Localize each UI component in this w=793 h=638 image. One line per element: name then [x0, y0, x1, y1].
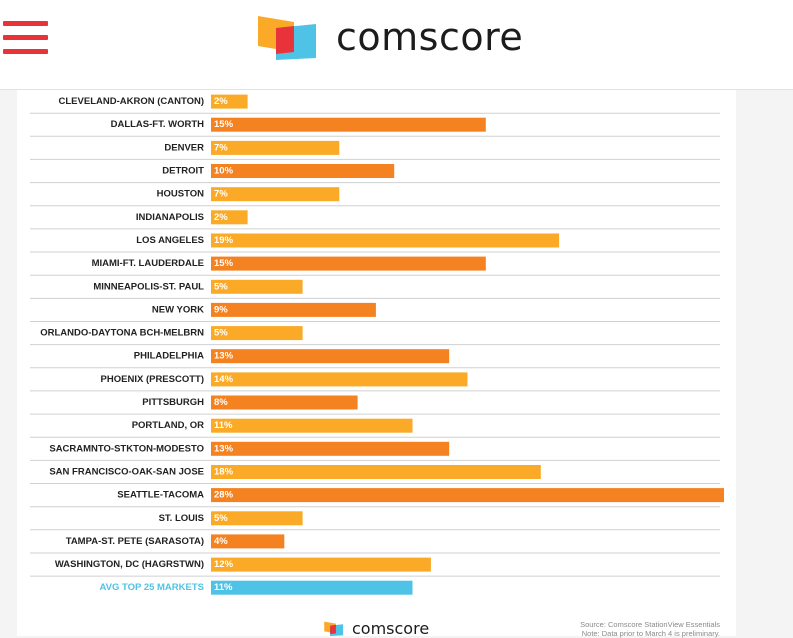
comscore-logo-icon[interactable]: [258, 14, 318, 60]
value-label: 5%: [214, 328, 228, 339]
category-label: SACRAMNTO-STKTON-MODESTO: [49, 443, 204, 454]
value-label: 18%: [214, 467, 234, 478]
value-label: 12%: [214, 559, 234, 570]
category-label: ORLANDO-DAYTONA BCH-MELBRN: [40, 328, 204, 339]
category-label: MINNEAPOLIS-ST. PAUL: [93, 281, 204, 292]
bar: [211, 164, 395, 178]
value-label: 2%: [214, 212, 228, 223]
bar: [211, 488, 724, 503]
category-label: AVG TOP 25 MARKETS: [99, 582, 204, 593]
category-label: MIAMI-FT. LAUDERDALE: [92, 258, 204, 269]
category-label: INDIANAPOLIS: [136, 212, 204, 223]
bar: [211, 465, 541, 479]
value-label: 15%: [214, 258, 234, 269]
bar: [211, 302, 376, 317]
value-label: 15%: [214, 119, 234, 130]
bar: [211, 94, 248, 109]
category-label: CLEVELAND-AKRON (CANTON): [59, 96, 204, 107]
source-note: Source: Comscore StationView Essentials …: [540, 620, 720, 638]
value-label: 11%: [214, 420, 233, 431]
value-label: 19%: [214, 235, 234, 246]
bar: [211, 140, 340, 155]
bar: [211, 187, 340, 202]
bar: [211, 117, 486, 132]
category-label: NEW YORK: [152, 304, 204, 315]
value-label: 7%: [214, 189, 228, 200]
site-header: comscore: [0, 0, 793, 90]
value-label: 4%: [214, 536, 228, 547]
bar: [211, 441, 450, 456]
note-line: Note: Data prior to March 4 is prelimina…: [581, 629, 720, 638]
bar: [211, 418, 413, 433]
category-label: SAN FRANCISCO-OAK-SAN JOSE: [49, 467, 204, 478]
category-label: WASHINGTON, DC (HAGRSTWN): [55, 559, 204, 570]
footer-brand: comscore: [352, 619, 430, 638]
category-label: SEATTLE-TACOMA: [117, 490, 204, 501]
bar: [211, 256, 486, 271]
value-label: 8%: [214, 397, 228, 408]
bar: [211, 557, 431, 572]
category-label: HOUSTON: [157, 189, 204, 200]
bar: [211, 210, 248, 225]
comscore-footer-logo-icon: [324, 621, 344, 636]
hamburger-menu-icon[interactable]: [3, 21, 48, 55]
bar: [211, 372, 468, 387]
value-label: 13%: [214, 443, 234, 454]
value-label: 2%: [214, 96, 228, 107]
category-label: DALLAS-FT. WORTH: [111, 119, 205, 130]
category-label: PHILADELPHIA: [134, 351, 204, 362]
bar: [211, 395, 358, 410]
brand-wordmark[interactable]: comscore: [336, 15, 524, 59]
value-label: 28%: [214, 490, 234, 501]
bar: [211, 534, 285, 549]
source-line: Source: Comscore StationView Essentials: [580, 620, 720, 629]
value-label: 7%: [214, 142, 228, 153]
category-label: LOS ANGELES: [136, 235, 204, 246]
category-label: DETROIT: [162, 166, 204, 177]
category-label: PHOENIX (PRESCOTT): [101, 374, 204, 385]
category-label: TAMPA-ST. PETE (SARASOTA): [66, 536, 204, 547]
value-label: 10%: [214, 166, 234, 177]
bar: [211, 233, 560, 248]
bar: [211, 580, 413, 595]
value-label: 13%: [214, 351, 234, 362]
value-label: 5%: [214, 281, 228, 292]
bar: [211, 326, 303, 341]
category-label: DENVER: [164, 142, 204, 153]
value-label: 9%: [214, 304, 228, 315]
bar: [211, 279, 303, 294]
category-label: PORTLAND, OR: [132, 420, 204, 431]
bar: [211, 349, 450, 364]
value-label: 5%: [214, 513, 228, 524]
bar: [211, 511, 303, 526]
value-label: 11%: [214, 582, 233, 593]
value-label: 14%: [214, 374, 234, 385]
category-label: ST. LOUIS: [159, 513, 204, 524]
category-label: PITTSBURGH: [142, 397, 204, 408]
